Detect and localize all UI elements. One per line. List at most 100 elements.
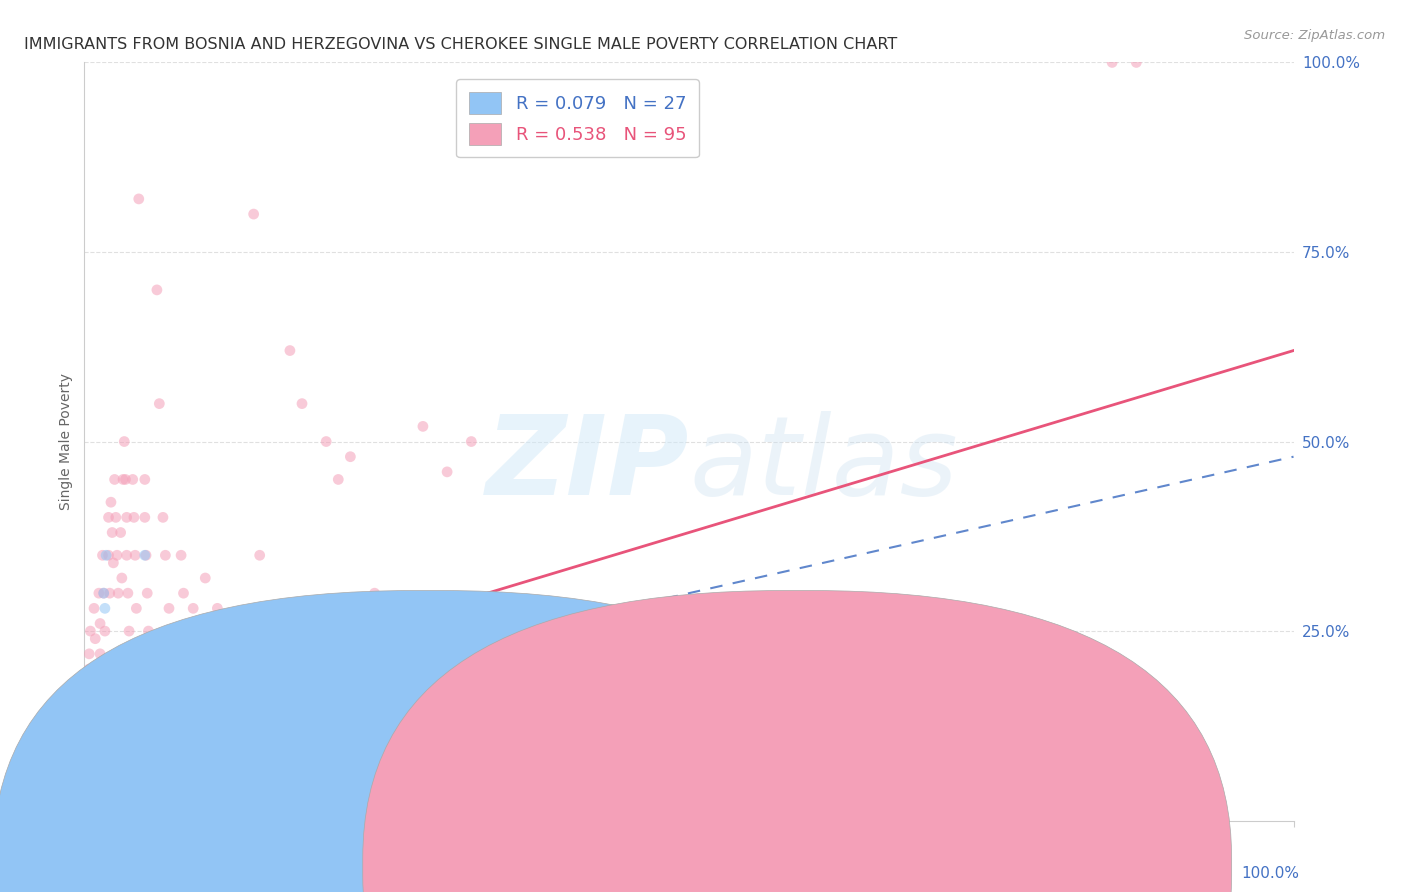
Point: [278, 343, 301, 358]
Point: [80, 715, 103, 730]
Point: [83, 738, 105, 752]
Point: [252, 601, 274, 615]
Point: [79, 723, 101, 737]
Point: [104, 510, 127, 524]
Point: [139, 723, 162, 737]
Point: [90, 677, 112, 691]
Point: [1101, 55, 1123, 70]
Point: [339, 450, 361, 464]
Text: IMMIGRANTS FROM BOSNIA AND HERZEGOVINA VS CHEROKEE SINGLE MALE POVERTY CORRELATI: IMMIGRANTS FROM BOSNIA AND HERZEGOVINA V…: [24, 37, 897, 52]
Point: [200, 624, 222, 639]
Point: [146, 798, 169, 813]
Point: [146, 283, 169, 297]
Point: [77, 677, 100, 691]
Point: [84, 662, 107, 676]
Point: [124, 548, 146, 563]
Y-axis label: Single Male Poverty: Single Male Poverty: [59, 373, 73, 510]
Point: [80, 677, 103, 691]
Point: [86, 753, 108, 767]
Point: [315, 434, 337, 449]
Point: [82, 723, 104, 737]
Point: [118, 624, 141, 639]
Point: [152, 510, 174, 524]
Point: [77, 662, 100, 676]
Point: [138, 624, 160, 639]
Point: [96, 699, 118, 714]
Point: [194, 571, 217, 585]
Point: [97, 548, 120, 563]
Point: [110, 798, 132, 813]
Point: [1125, 55, 1147, 70]
Point: [111, 571, 134, 585]
Point: [98, 586, 121, 600]
Text: Immigrants from Bosnia and Herzegovina: Immigrants from Bosnia and Herzegovina: [375, 860, 693, 874]
Point: [94, 662, 117, 676]
Point: [136, 586, 159, 600]
Point: [207, 601, 229, 615]
Point: [86, 723, 108, 737]
Point: [80, 662, 103, 676]
Point: [87, 586, 110, 600]
Point: [101, 525, 124, 540]
Point: [375, 699, 398, 714]
Point: [82, 738, 104, 752]
Point: [89, 616, 111, 631]
Text: Cherokee: Cherokee: [844, 860, 917, 874]
Point: [94, 548, 117, 563]
Point: [148, 396, 170, 410]
Point: [90, 753, 112, 767]
Point: [91, 768, 114, 782]
Point: [91, 723, 114, 737]
Point: [135, 548, 157, 563]
Point: [112, 473, 135, 487]
Point: [129, 738, 152, 752]
Point: [86, 738, 108, 752]
Point: [125, 601, 148, 615]
Point: [77, 699, 100, 714]
Point: [82, 753, 104, 767]
Point: [112, 434, 135, 449]
Point: [194, 798, 217, 813]
Point: [114, 473, 136, 487]
Point: [249, 548, 271, 563]
Point: [115, 548, 138, 563]
Point: [160, 647, 183, 661]
Point: [87, 783, 110, 797]
Point: [100, 495, 122, 509]
Point: [84, 632, 107, 646]
Point: [124, 776, 146, 790]
Point: [93, 586, 115, 600]
Point: [291, 396, 314, 410]
Point: [93, 586, 115, 600]
Point: [460, 434, 482, 449]
Point: [128, 699, 150, 714]
Point: [184, 647, 207, 661]
Point: [104, 783, 127, 797]
Point: [97, 510, 120, 524]
Point: [181, 601, 204, 615]
Point: [176, 624, 198, 639]
Point: [412, 419, 434, 434]
Point: [134, 473, 156, 487]
Point: [134, 510, 156, 524]
Point: [242, 207, 264, 221]
Point: [173, 586, 195, 600]
Point: [89, 723, 111, 737]
Text: 0.0%: 0.0%: [79, 866, 117, 881]
Point: [91, 548, 114, 563]
Point: [105, 548, 128, 563]
Point: [86, 677, 108, 691]
Point: [363, 586, 385, 600]
Point: [165, 699, 187, 714]
Point: [103, 556, 125, 570]
Point: [86, 699, 108, 714]
Point: [94, 624, 117, 639]
Point: [100, 798, 122, 813]
Point: [155, 548, 177, 563]
Point: [79, 692, 101, 706]
Point: [117, 586, 139, 600]
Text: 100.0%: 100.0%: [1241, 866, 1299, 881]
Point: [89, 647, 111, 661]
Point: [115, 510, 138, 524]
Point: [86, 768, 108, 782]
